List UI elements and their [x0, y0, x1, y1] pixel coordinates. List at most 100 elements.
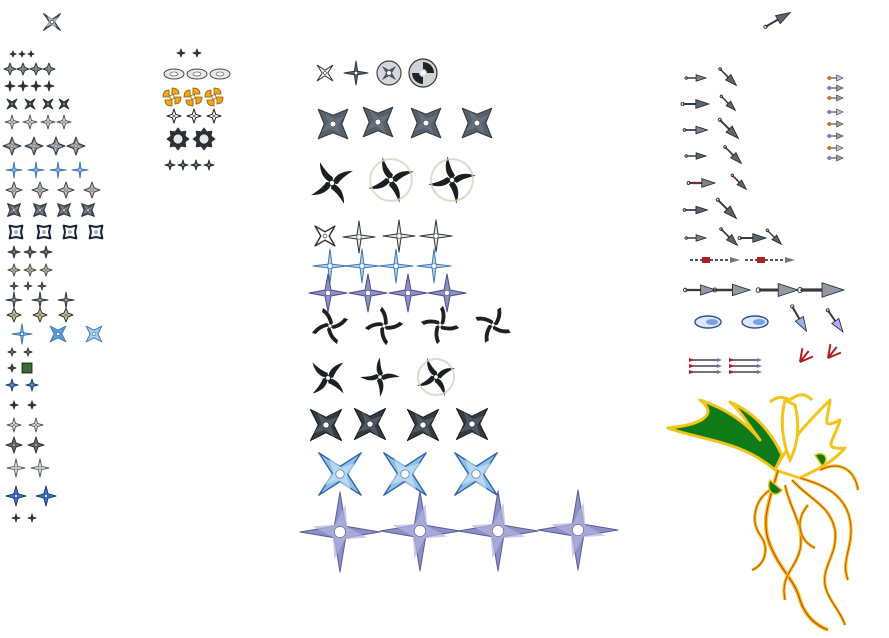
ribbon-shuriken-icon — [420, 305, 460, 345]
shuriken-icon — [4, 114, 20, 130]
shuriken-icon — [66, 136, 86, 156]
shuriken-icon — [176, 48, 186, 58]
shuriken-icon — [190, 159, 202, 171]
shuriken-icon — [81, 203, 95, 217]
shuriken-icon — [343, 60, 369, 86]
curved-shuriken-icon — [368, 157, 414, 203]
shuriken-icon — [383, 452, 427, 496]
shuriken-icon — [42, 62, 56, 76]
small-stars-column — [2, 13, 104, 523]
chain-weapon-icon — [745, 257, 795, 263]
shuriken-icon — [25, 378, 39, 392]
swirl-shuriken-icon — [183, 87, 203, 107]
shuriken-icon — [9, 50, 17, 58]
dart-icon — [827, 154, 844, 162]
curved-shuriken-icon — [312, 362, 344, 394]
shuriken-icon — [30, 80, 42, 92]
shuriken-icon — [7, 347, 17, 357]
shuriken-icon — [27, 400, 37, 410]
kunai-icon — [763, 11, 792, 29]
shuriken-icon — [5, 181, 23, 199]
shuriken-icon — [27, 50, 35, 58]
shuriken-icon — [58, 307, 74, 323]
kunai-icon — [682, 205, 709, 215]
shuriken-icon — [192, 48, 202, 58]
dart-icon — [827, 132, 844, 140]
shuriken-icon — [316, 64, 334, 82]
shuriken-icon — [32, 307, 48, 323]
shuriken-icon — [6, 417, 22, 433]
shuriken-icon — [16, 62, 30, 76]
shuriken-icon — [23, 263, 37, 277]
spread-darts-icon — [799, 348, 814, 363]
shuriken-icon — [2, 136, 22, 156]
shuriken-icon — [457, 490, 539, 572]
kunai-icon — [715, 197, 738, 220]
kunai-icon — [796, 282, 846, 298]
ring-blade-icon — [186, 68, 208, 80]
shuriken-icon — [206, 108, 222, 124]
shuriken-icon — [49, 161, 67, 179]
dart-icon — [827, 74, 844, 82]
shuriken-icon — [31, 291, 49, 309]
shuriken-icon — [6, 98, 18, 110]
shuriken-icon — [62, 224, 78, 240]
kunai-icon — [712, 283, 752, 297]
kunai-icon — [765, 228, 783, 246]
shuriken-icon — [342, 220, 376, 254]
shuriken-icon — [24, 136, 44, 156]
feather-arrow-icon — [689, 358, 722, 374]
shuriken-icon — [192, 127, 216, 151]
shuriken-icon — [31, 181, 49, 199]
kunai-icon — [737, 233, 768, 243]
shuriken-icon — [57, 203, 71, 217]
shuriken-icon — [30, 458, 50, 478]
shuriken-icon — [71, 161, 89, 179]
kunai-icon — [717, 117, 740, 140]
shuriken-icon — [353, 407, 387, 441]
shuriken-icon — [28, 417, 44, 433]
kunai-column — [680, 11, 846, 374]
shuriken-icon — [166, 127, 190, 151]
shuriken-icon — [461, 107, 493, 139]
large-stars-column — [299, 58, 619, 573]
shuriken-icon — [43, 80, 55, 92]
shuriken-icon — [39, 245, 53, 259]
shuriken-icon — [177, 159, 189, 171]
shuriken-icon — [5, 291, 23, 309]
shuriken-icon — [23, 281, 33, 291]
curved-shuriken-icon — [311, 162, 353, 204]
shuriken-icon — [85, 325, 103, 343]
shuriken-icon — [57, 181, 75, 199]
shuriken-icon — [7, 245, 21, 259]
shuriken-icon — [23, 245, 37, 259]
kunai-icon — [718, 67, 738, 87]
dart-icon — [827, 144, 844, 152]
shuriken-icon — [166, 108, 182, 124]
medium-stars-column — [162, 48, 231, 171]
shuriken-icon — [24, 98, 36, 110]
dart-icon — [827, 108, 844, 116]
shuriken-icon — [27, 513, 37, 523]
shuriken-icon — [23, 347, 33, 357]
shuriken-icon — [317, 108, 349, 140]
shuriken-icon — [7, 263, 21, 277]
ring-blade-icon — [209, 68, 231, 80]
shuriken-icon — [88, 224, 104, 240]
shuriken-icon — [58, 98, 70, 110]
phoenix-right-wing — [773, 398, 847, 480]
shuriken-icon — [348, 273, 388, 313]
shuriken-icon — [57, 291, 75, 309]
kunai-icon — [684, 74, 708, 82]
curved-shuriken-icon — [416, 357, 456, 397]
shuriken-icon — [379, 490, 461, 572]
shuriken-icon — [308, 273, 348, 313]
shuriken-icon — [3, 62, 17, 76]
shuriken-icon — [18, 50, 26, 58]
shuriken-icon — [17, 80, 29, 92]
chain-weapon-icon — [690, 257, 740, 263]
shuriken-icon — [39, 263, 53, 277]
shuriken-icon — [312, 248, 348, 284]
shuriken-icon — [410, 107, 442, 139]
feather-arrow-icon — [729, 358, 762, 374]
